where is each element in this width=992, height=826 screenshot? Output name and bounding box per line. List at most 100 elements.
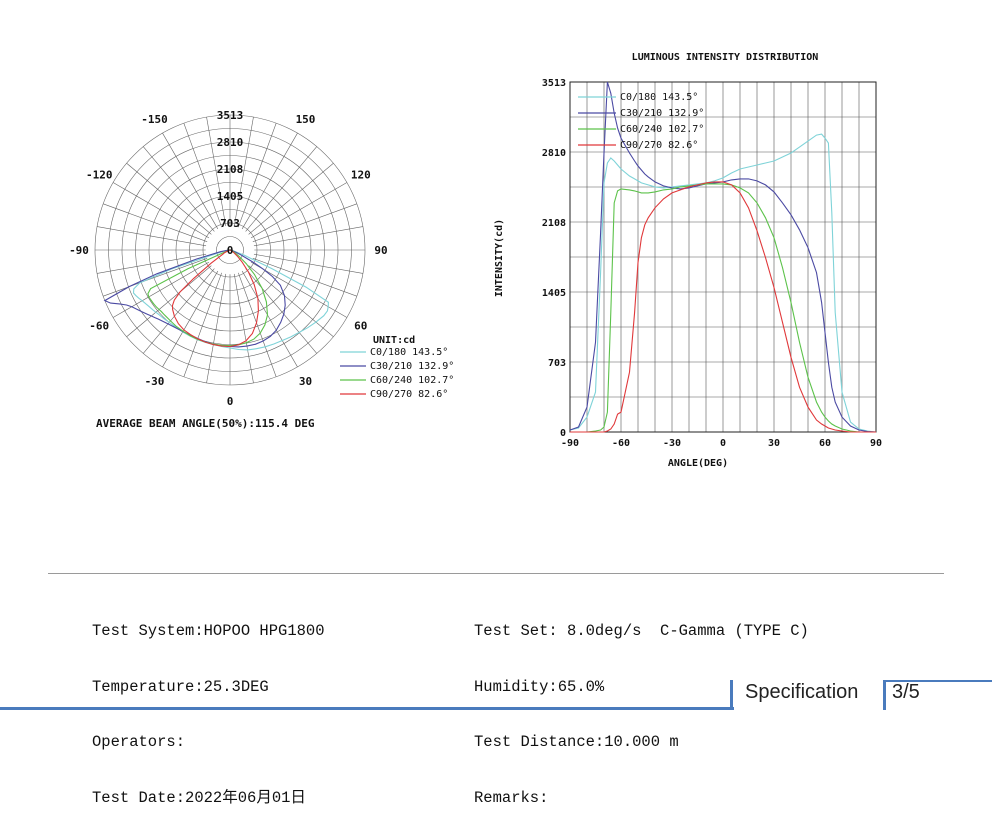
polar-series-line bbox=[171, 249, 259, 348]
footer-page-rule bbox=[884, 680, 992, 682]
polar-intensity-chart: 703 1405 2108 2810 3513 0 0 30 60 90 120 150 -30 -60 -… bbox=[69, 109, 454, 430]
polar-grid-spoke bbox=[112, 261, 210, 318]
footer-divider bbox=[730, 680, 733, 710]
test-set-text: Test Set: 8.0deg/s C-Gamma (TYPE C) bbox=[474, 622, 809, 640]
test-date-text: Test Date:2022年06月01日 bbox=[92, 788, 306, 807]
rect-y-tick-label: 3513 bbox=[542, 78, 566, 89]
polar-grid-spoke bbox=[103, 203, 208, 242]
rect-y-tick-label: 2810 bbox=[542, 148, 566, 159]
beam-angle-caption: AVERAGE BEAM ANGLE(50%):115.4 DEG bbox=[96, 417, 315, 430]
polar-radial-tick: 2108 bbox=[217, 163, 244, 176]
polar-grid-spoke bbox=[126, 162, 212, 235]
page-number: 3/5 bbox=[892, 681, 920, 703]
polar-grid-spoke bbox=[206, 273, 227, 384]
polar-grid-spoke bbox=[96, 253, 207, 274]
polar-angle-label: -120 bbox=[86, 169, 113, 182]
polar-legend-label: C60/240 102.7° bbox=[370, 375, 454, 386]
polar-grid-spoke bbox=[142, 268, 215, 354]
rect-series-line bbox=[570, 183, 876, 433]
polar-angle-label: 90 bbox=[374, 244, 387, 257]
rect-y-tick-label: 2108 bbox=[542, 218, 566, 229]
polar-grid-spoke bbox=[238, 272, 277, 377]
footer-page-divider bbox=[883, 680, 886, 710]
polar-series-line bbox=[132, 249, 329, 351]
polar-grid-spoke bbox=[238, 123, 277, 228]
polar-angle-label: -150 bbox=[141, 113, 168, 126]
separator-line bbox=[48, 573, 944, 574]
polar-grid-circle bbox=[216, 236, 244, 264]
polar-grid-spoke bbox=[126, 265, 212, 338]
polar-radial-tick: 3513 bbox=[217, 109, 244, 122]
rect-legend-label: C0/180 143.5° bbox=[620, 92, 698, 103]
polar-angle-label: -90 bbox=[69, 244, 89, 257]
rect-x-tick-label: -30 bbox=[663, 438, 681, 449]
polar-angle-label: 120 bbox=[351, 169, 371, 182]
temperature-text: Temperature:25.3DEG bbox=[92, 677, 269, 696]
rect-legend-label: C30/210 132.9° bbox=[620, 108, 704, 119]
polar-grid-spoke bbox=[245, 146, 318, 232]
rect-curves bbox=[569, 81, 877, 433]
polar-grid-spoke bbox=[252, 203, 357, 242]
polar-grid bbox=[94, 114, 366, 386]
rect-chart-title: LUMINOUS INTENSITY DISTRIBUTION bbox=[632, 52, 819, 63]
test-info-right: Test Set: 8.0deg/s C-Gamma (TYPE C) Humi… bbox=[474, 585, 809, 826]
rect-x-tick-label: 0 bbox=[720, 438, 726, 449]
polar-angle-label: 30 bbox=[299, 375, 312, 388]
rect-x-axis-label: ANGLE(DEG) bbox=[668, 458, 728, 469]
polar-grid-spoke bbox=[112, 182, 210, 239]
rect-legend-label: C60/240 102.7° bbox=[620, 124, 704, 135]
rect-legend: C0/180 143.5° C30/210 132.9° C60/240 102.7… bbox=[578, 92, 704, 151]
polar-legend-label: C90/270 82.6° bbox=[370, 389, 448, 400]
operators-text: Operators: bbox=[92, 733, 186, 751]
test-info-left: Test System:HOPOO HPG1800 Temperature:25… bbox=[92, 585, 325, 826]
polar-angle-label: 0 bbox=[227, 395, 234, 408]
polar-angle-label: -30 bbox=[145, 375, 165, 388]
polar-grid-spoke bbox=[250, 261, 348, 318]
rect-x-tick-label: 30 bbox=[768, 438, 780, 449]
polar-grid-spoke bbox=[252, 258, 357, 297]
polar-radial-tick: 2810 bbox=[217, 136, 244, 149]
polar-grid-spoke bbox=[183, 272, 222, 377]
rect-y-tick-label: 703 bbox=[548, 358, 566, 369]
polar-grid-spoke bbox=[241, 132, 298, 230]
polar-legend: C0/180 143.5° C30/210 132.9° C60/240 102.7… bbox=[340, 347, 454, 400]
polar-unit-label: UNIT:cd bbox=[373, 335, 415, 346]
test-distance-text: Test Distance:10.000 m bbox=[474, 733, 679, 751]
rect-plot-frame bbox=[569, 81, 877, 433]
polar-angle-label: 60 bbox=[354, 320, 367, 333]
rect-series-line bbox=[570, 181, 876, 433]
polar-curves bbox=[103, 249, 329, 351]
test-system-text: Test System:HOPOO HPG1800 bbox=[92, 622, 325, 640]
polar-legend-label: C0/180 143.5° bbox=[370, 347, 448, 358]
rect-grid bbox=[569, 81, 877, 433]
polar-radial-tick: 703 bbox=[220, 217, 240, 230]
rect-x-tick-label: 60 bbox=[819, 438, 831, 449]
polar-angle-label: 150 bbox=[296, 113, 316, 126]
polar-grid-spoke bbox=[142, 146, 215, 232]
rect-y-tick-label: 1405 bbox=[542, 288, 566, 299]
rect-y-axis-label: INTENSITY(cd) bbox=[494, 219, 505, 297]
humidity-text: Humidity:65.0% bbox=[474, 677, 605, 696]
polar-grid-spoke bbox=[241, 270, 298, 368]
rect-x-tick-label: -60 bbox=[612, 438, 630, 449]
rect-tick-labels: 0 703 1405 2108 2810 3513 -90 -60 -30 0 30 60 90 bbox=[542, 78, 882, 449]
polar-series-line bbox=[147, 249, 269, 347]
polar-grid-spoke bbox=[233, 116, 254, 227]
polar-grid-spoke bbox=[162, 270, 219, 368]
polar-grid-spoke bbox=[96, 226, 207, 247]
polar-grid-spoke bbox=[253, 253, 364, 274]
polar-grid-spoke bbox=[245, 268, 318, 354]
polar-grid-spoke bbox=[103, 258, 208, 297]
rect-x-tick-label: 90 bbox=[870, 438, 882, 449]
rect-y-tick-label: 0 bbox=[560, 428, 566, 439]
polar-grid-spoke bbox=[250, 182, 348, 239]
remarks-text: Remarks: bbox=[474, 788, 549, 807]
polar-center-label: 0 bbox=[227, 244, 234, 257]
polar-grid-spoke bbox=[233, 273, 254, 384]
rect-intensity-chart: LUMINOUS INTENSITY DISTRIBUTION 0 703 1405… bbox=[494, 52, 882, 469]
polar-grid-spoke bbox=[248, 162, 334, 235]
polar-grid-spoke bbox=[248, 265, 334, 338]
polar-grid-spoke bbox=[162, 132, 219, 230]
footer-rule bbox=[0, 707, 734, 710]
polar-legend-label: C30/210 132.9° bbox=[370, 361, 454, 372]
